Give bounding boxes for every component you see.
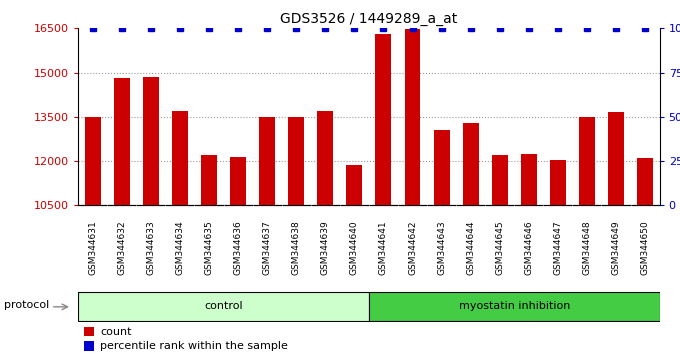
Text: GSM344638: GSM344638: [292, 221, 301, 275]
Text: GSM344641: GSM344641: [379, 221, 388, 275]
Text: GSM344648: GSM344648: [583, 221, 592, 275]
Text: GSM344650: GSM344650: [641, 221, 649, 275]
Text: GSM344649: GSM344649: [611, 221, 620, 275]
Text: count: count: [100, 327, 132, 337]
Text: GSM344646: GSM344646: [524, 221, 533, 275]
Bar: [579, 117, 595, 205]
Bar: [84, 327, 95, 336]
Bar: [288, 117, 304, 205]
Text: GSM344639: GSM344639: [321, 221, 330, 275]
Bar: [84, 341, 95, 351]
Bar: [608, 113, 624, 205]
Text: protocol: protocol: [4, 299, 49, 310]
Bar: [369, 292, 660, 321]
Bar: [346, 166, 362, 205]
Text: GSM344633: GSM344633: [146, 221, 155, 275]
Text: GSM344635: GSM344635: [205, 221, 214, 275]
Bar: [143, 77, 159, 205]
Text: GSM344634: GSM344634: [175, 221, 184, 275]
Bar: [375, 34, 392, 205]
Bar: [521, 154, 537, 205]
Bar: [434, 130, 449, 205]
Text: GSM344637: GSM344637: [262, 221, 271, 275]
Text: myostatin inhibition: myostatin inhibition: [458, 301, 570, 311]
Text: percentile rank within the sample: percentile rank within the sample: [100, 341, 288, 351]
Bar: [550, 160, 566, 205]
Text: control: control: [204, 301, 243, 311]
Bar: [492, 155, 508, 205]
Bar: [462, 123, 479, 205]
Bar: [85, 117, 101, 205]
Bar: [318, 111, 333, 205]
Text: GSM344642: GSM344642: [408, 221, 417, 275]
Text: GSM344636: GSM344636: [234, 221, 243, 275]
Text: GSM344643: GSM344643: [437, 221, 446, 275]
Text: GSM344640: GSM344640: [350, 221, 359, 275]
Bar: [201, 155, 217, 205]
Text: GSM344647: GSM344647: [554, 221, 562, 275]
Text: GSM344632: GSM344632: [118, 221, 126, 275]
Text: GSM344644: GSM344644: [466, 221, 475, 275]
Bar: [405, 29, 420, 205]
Text: GSM344645: GSM344645: [495, 221, 504, 275]
Bar: [230, 156, 246, 205]
Bar: [78, 292, 369, 321]
Bar: [637, 158, 653, 205]
Title: GDS3526 / 1449289_a_at: GDS3526 / 1449289_a_at: [280, 12, 458, 26]
Bar: [172, 111, 188, 205]
Bar: [114, 79, 130, 205]
Bar: [259, 117, 275, 205]
Text: GSM344631: GSM344631: [88, 221, 97, 275]
